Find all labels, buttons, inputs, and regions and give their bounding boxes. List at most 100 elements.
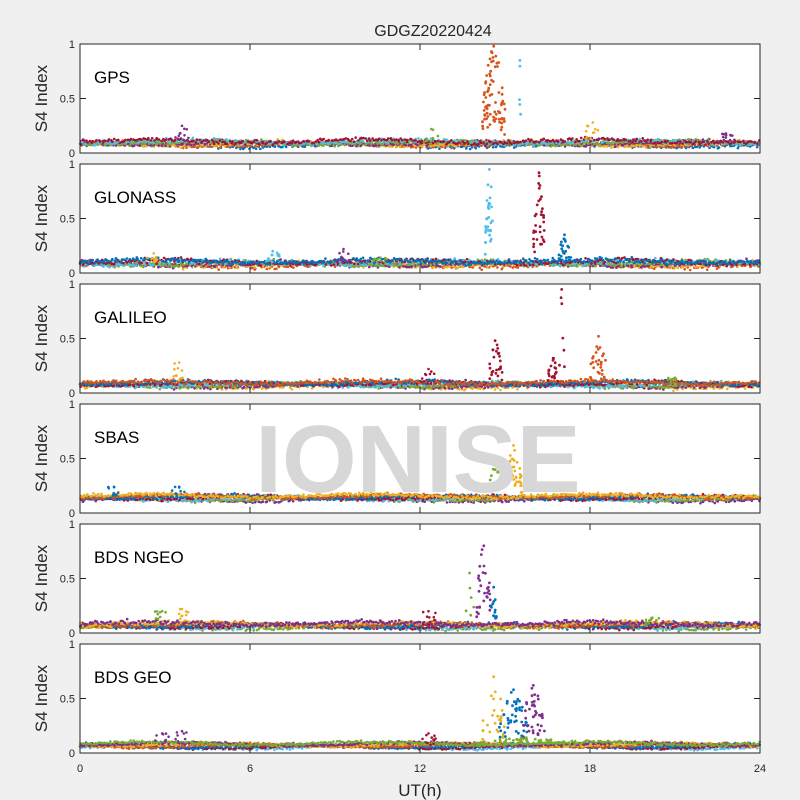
data-point (509, 265, 512, 268)
data-point (368, 265, 371, 269)
data-point (654, 256, 657, 260)
data-point (682, 265, 685, 269)
data-point (390, 264, 394, 267)
data-point (629, 139, 632, 143)
data-point (324, 263, 328, 266)
data-point (491, 80, 495, 83)
data-point (512, 146, 516, 149)
data-point (183, 134, 186, 137)
data-point (477, 142, 480, 146)
data-point (482, 109, 486, 112)
data-point (728, 138, 732, 142)
data-point (498, 120, 502, 124)
data-point (265, 267, 269, 271)
data-point (177, 265, 180, 269)
data-point (394, 264, 398, 267)
data-point (299, 141, 303, 145)
data-point (214, 262, 218, 266)
data-point (601, 141, 604, 144)
data-point (505, 142, 509, 145)
data-point (291, 139, 295, 142)
data-point (191, 136, 195, 140)
data-point (235, 266, 239, 270)
data-point (265, 141, 269, 145)
data-point (193, 145, 196, 149)
data-point (138, 140, 142, 144)
data-point (500, 103, 503, 107)
data-point (111, 140, 114, 144)
data-point (401, 138, 404, 142)
data-point (122, 264, 125, 268)
data-point (242, 259, 245, 262)
data-point (179, 137, 183, 140)
data-point (753, 141, 757, 144)
data-point (284, 145, 288, 149)
data-point (571, 141, 575, 145)
data-point (336, 262, 340, 266)
data-point (390, 138, 394, 142)
data-point (477, 145, 481, 148)
data-point (144, 137, 147, 141)
data-point (356, 262, 360, 266)
data-point (218, 257, 222, 261)
data-point (217, 268, 220, 271)
data-point (711, 139, 715, 143)
data-point (144, 264, 147, 267)
data-point (86, 141, 89, 144)
panel-label: GPS (94, 68, 130, 87)
data-point (584, 137, 588, 141)
data-point (649, 138, 653, 142)
data-point (694, 140, 697, 143)
data-point (229, 257, 232, 261)
data-point (589, 143, 592, 146)
data-point (532, 144, 535, 147)
data-point (279, 258, 283, 261)
data-point (429, 140, 433, 143)
data-point (119, 141, 122, 144)
data-point (571, 137, 574, 140)
data-point (456, 266, 460, 270)
data-point (499, 128, 503, 132)
data-point (739, 140, 742, 144)
data-point (362, 140, 365, 144)
data-point (321, 141, 324, 145)
data-point (104, 139, 107, 143)
data-point (354, 136, 358, 139)
data-point (151, 264, 155, 267)
data-point (660, 140, 664, 144)
data-point (409, 138, 413, 141)
data-point (516, 263, 519, 267)
data-point (494, 112, 498, 116)
data-point (542, 137, 546, 141)
data-point (706, 139, 709, 143)
data-point (691, 146, 695, 150)
data-point (559, 144, 563, 147)
data-point (277, 140, 281, 143)
data-point (698, 142, 701, 146)
data-point (630, 265, 634, 269)
data-point (95, 139, 98, 142)
data-point (286, 265, 290, 269)
data-point (496, 65, 499, 68)
data-point (412, 264, 416, 268)
data-point (200, 263, 204, 266)
data-point (377, 137, 381, 140)
data-point (334, 142, 338, 145)
data-point (453, 146, 456, 150)
data-point (592, 138, 596, 142)
data-point (481, 124, 484, 128)
data-point (519, 112, 522, 116)
data-point (489, 69, 493, 73)
data-point (395, 145, 399, 149)
data-point (357, 144, 361, 148)
data-point (431, 136, 435, 140)
data-point (398, 145, 402, 148)
data-point (597, 137, 601, 141)
data-point (350, 261, 353, 264)
data-point (445, 265, 449, 269)
data-point (365, 264, 368, 267)
data-point (593, 128, 597, 131)
data-point (450, 139, 453, 142)
